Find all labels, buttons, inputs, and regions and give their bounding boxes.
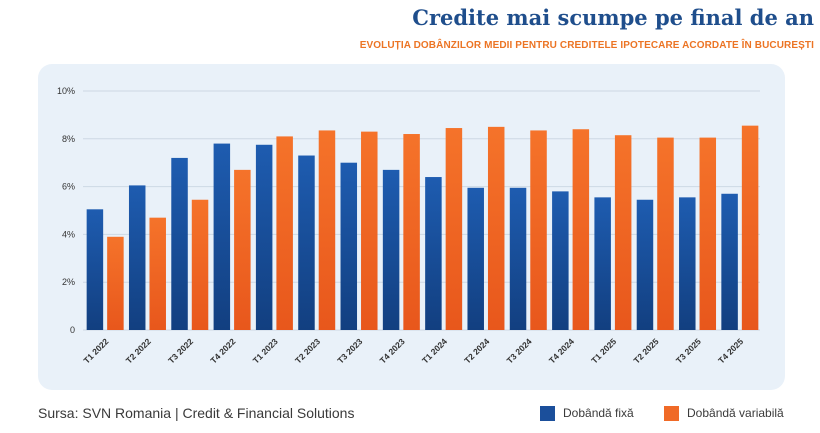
x-tick-label: T4 2024 <box>547 336 576 365</box>
bar-variable <box>530 130 547 330</box>
x-tick-label: T4 2023 <box>378 336 407 365</box>
bar-variable <box>445 128 463 330</box>
y-tick-label: 8% <box>62 134 75 144</box>
bar-variable <box>572 129 590 330</box>
bar-variable <box>149 217 166 330</box>
y-tick-label: 10% <box>57 86 75 96</box>
chart-subtitle: EVOLUȚIA DOBÂNZILOR MEDII PENTRU CREDITE… <box>359 40 814 51</box>
chart-panel: 0 2% 4% 6% 8% 10% T1 2022 T2 2022 T3 2022 T4 2022… <box>38 64 785 390</box>
bar-variable <box>318 130 336 330</box>
bar-fixed <box>425 177 442 330</box>
legend-label-fixed: Dobândă fixă <box>563 406 634 420</box>
y-tick-label: 0 <box>70 325 75 335</box>
x-tick-label: T3 2023 <box>335 336 364 365</box>
bar-fixed <box>340 162 358 330</box>
bar-fixed <box>552 191 569 330</box>
x-tick-label: T4 2025 <box>716 336 745 365</box>
bar-fixed <box>171 157 188 330</box>
bar-variable <box>657 137 674 330</box>
bar-variable <box>403 134 420 330</box>
legend-swatch-variable <box>664 405 679 421</box>
legend-label-variable: Dobândă variabilă <box>687 406 784 420</box>
x-tick-label: T2 2023 <box>293 336 322 365</box>
x-tick-label: T3 2024 <box>505 336 534 365</box>
x-tick-label: T3 2022 <box>166 336 195 365</box>
bar-variable <box>234 169 251 330</box>
bar-variable <box>107 236 124 330</box>
x-tick-label: T2 2025 <box>631 336 660 365</box>
legend-swatch-fixed <box>540 405 555 421</box>
x-tick-label: T1 2022 <box>81 336 110 365</box>
bar-fixed <box>128 185 146 330</box>
bar-variable <box>614 135 632 330</box>
bar-variable <box>361 131 378 330</box>
y-tick-label: 2% <box>62 277 75 287</box>
bar-fixed <box>679 197 696 330</box>
bar-fixed <box>467 187 484 330</box>
y-tick-label: 6% <box>62 182 75 192</box>
x-tick-label: T3 2025 <box>674 336 703 365</box>
bar-variable <box>487 126 505 330</box>
bar-fixed <box>298 155 315 330</box>
x-tick-label: T1 2023 <box>251 336 280 365</box>
legend-item-variable: Dobândă variabilă <box>664 405 784 421</box>
legend-item-fixed: Dobândă fixă <box>540 405 634 421</box>
x-tick-label: T1 2025 <box>589 336 618 365</box>
source-note: Sursa: SVN Romania | Credit & Financial … <box>38 405 355 421</box>
bar-fixed <box>594 197 611 330</box>
bar-fixed <box>636 199 654 330</box>
bar-variable <box>276 136 293 330</box>
x-tick-label: T4 2022 <box>208 336 237 365</box>
bar-variable <box>699 137 717 330</box>
bar-variable <box>191 199 209 330</box>
chart-title: Credite mai scumpe pe final de an <box>412 5 814 30</box>
x-tick-label: T2 2022 <box>124 336 153 365</box>
bar-fixed <box>255 144 273 330</box>
x-tick-label: T2 2024 <box>462 336 491 365</box>
bar-fixed <box>721 193 738 330</box>
y-tick-label: 4% <box>62 229 75 239</box>
bar-variable <box>741 125 759 330</box>
bar-fixed <box>86 209 104 330</box>
bar-fixed <box>509 187 527 330</box>
bar-fixed <box>213 143 231 330</box>
bar-fixed <box>382 169 400 330</box>
bar-chart: 0 2% 4% 6% 8% 10% T1 2022 T2 2022 T3 2022 T4 2022… <box>57 86 760 365</box>
x-tick-label: T1 2024 <box>420 336 449 365</box>
